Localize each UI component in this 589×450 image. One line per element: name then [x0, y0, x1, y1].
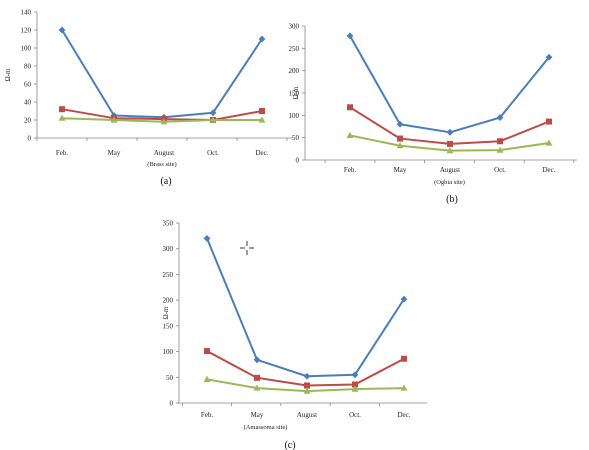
data-point: [160, 118, 168, 125]
y-tick-label: 250: [289, 45, 300, 53]
data-point: [203, 235, 211, 242]
y-tick-label: 250: [163, 271, 174, 279]
y-tick-label: 140: [21, 9, 32, 17]
data-point: [545, 139, 553, 146]
panel-label: (c): [284, 440, 295, 450]
site-label: (Ogbia site): [434, 179, 465, 186]
data-point: [497, 138, 503, 145]
y-tick-label: 150: [289, 90, 300, 98]
series-line-1: [61, 29, 263, 119]
data-point: [346, 131, 354, 139]
x-tick-label: August: [297, 411, 317, 419]
y-tick-label: 80: [24, 63, 32, 71]
series-line-1: [349, 35, 550, 134]
y-tick-label: 100: [21, 45, 32, 53]
y-tick-label: 200: [289, 67, 300, 75]
panel-label: (a): [160, 176, 171, 187]
x-tick-label: Feb.: [344, 166, 357, 174]
data-point: [253, 356, 261, 364]
chart-b: 0 50 100 150 200 250 300 Feb. May August Oct. Dec. (…: [289, 23, 577, 205]
data-point: [351, 385, 359, 392]
data-point: [400, 295, 408, 303]
x-tick-label: May: [251, 411, 264, 419]
y-axis-label: Ω-m: [292, 86, 300, 100]
y-tick-label: 0: [296, 157, 300, 165]
data-point: [496, 114, 504, 121]
y-tick-label: 50: [292, 134, 300, 142]
data-point: [545, 53, 553, 61]
data-point: [396, 120, 404, 128]
data-point: [258, 116, 266, 123]
x-tick-label: Feb.: [56, 149, 69, 157]
y-tick-label: 350: [163, 220, 174, 228]
x-tick-label: Dec.: [397, 411, 410, 419]
y-tick-label: 0: [170, 400, 174, 408]
y-tick-label: 120: [21, 27, 32, 35]
data-point: [401, 355, 407, 362]
x-tick-label: Dec.: [542, 166, 555, 174]
site-label: (Amassoma site): [244, 424, 288, 431]
data-point: [446, 147, 454, 154]
y-tick-label: 100: [163, 348, 174, 356]
data-point: [304, 382, 310, 389]
data-point: [254, 374, 260, 381]
x-tick-label: May: [394, 166, 407, 174]
crosshair-cursor-icon: [240, 241, 254, 255]
data-point: [259, 108, 265, 114]
data-point: [347, 104, 353, 111]
data-point: [253, 384, 261, 391]
data-point: [400, 384, 408, 391]
data-point: [110, 116, 118, 123]
data-point: [351, 371, 359, 379]
chart-c: 0 50 100 150 200 250 300 350 Feb. May August Oct. De…: [162, 220, 427, 450]
y-tick-label: 60: [24, 81, 32, 89]
data-point: [203, 375, 211, 382]
x-tick-label: Oct.: [349, 411, 361, 419]
series-line-2: [349, 106, 550, 145]
chart-a: 0 20 40 60 80 100 120 140 Feb. May August Oct. Dec. (…: [4, 9, 293, 187]
x-tick-label: August: [440, 166, 460, 174]
x-tick-label: Oct.: [207, 149, 219, 157]
series-line-2: [206, 350, 405, 387]
data-point: [59, 106, 65, 113]
y-tick-label: 50: [166, 374, 174, 382]
data-point: [258, 35, 266, 43]
y-tick-label: 300: [163, 245, 174, 253]
data-point: [352, 381, 358, 388]
data-point: [546, 118, 552, 125]
data-point: [58, 114, 66, 121]
data-point: [209, 116, 217, 123]
data-point: [396, 142, 404, 149]
x-tick-label: May: [108, 149, 121, 157]
series-line-1: [206, 238, 405, 378]
y-tick-label: 200: [163, 297, 174, 305]
y-axis-label: Ω-m: [4, 68, 12, 82]
data-point: [303, 387, 311, 394]
x-tick-label: Dec.: [255, 149, 268, 157]
data-point: [303, 372, 311, 380]
y-tick-label: 20: [24, 117, 32, 125]
data-point: [204, 348, 210, 355]
data-point: [446, 128, 454, 136]
y-axis-label: Ω-m: [162, 306, 170, 320]
y-tick-label: 0: [28, 135, 32, 143]
y-tick-label: 40: [24, 99, 32, 107]
site-label: (Brass site): [147, 161, 176, 168]
panel-label: (b): [446, 194, 458, 205]
x-tick-label: August: [154, 149, 174, 157]
y-tick-label: 150: [163, 322, 174, 330]
y-tick-label: 300: [289, 23, 300, 31]
x-tick-label: Oct.: [494, 166, 506, 174]
data-point: [496, 146, 504, 153]
data-point: [58, 26, 66, 34]
data-point: [209, 109, 217, 117]
x-tick-label: Feb.: [201, 411, 214, 419]
data-point: [447, 140, 453, 147]
data-point: [346, 32, 354, 40]
y-tick-label: 100: [289, 112, 300, 120]
data-point: [397, 135, 403, 142]
